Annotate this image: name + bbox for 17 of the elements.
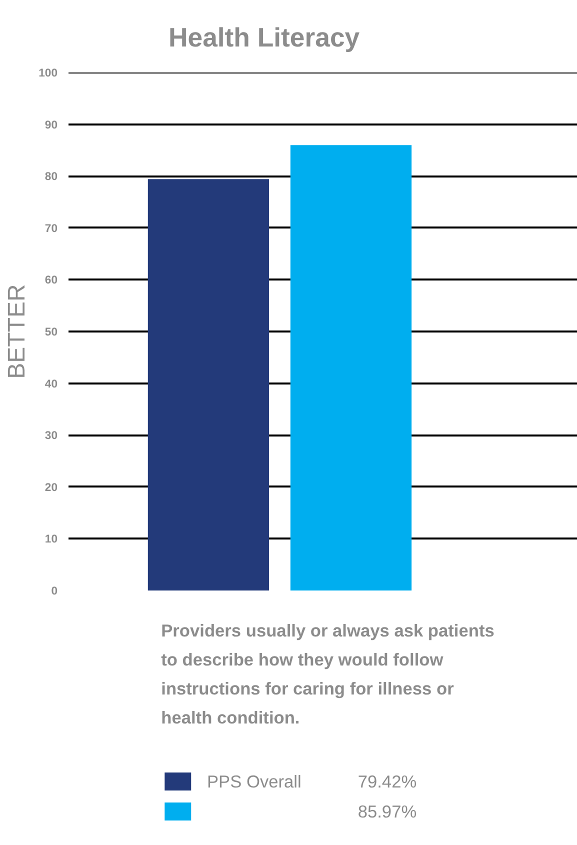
y-tick-label: 30 bbox=[44, 430, 58, 442]
y-tick-label: 0 bbox=[51, 586, 58, 598]
y-tick-label: 20 bbox=[44, 482, 58, 494]
text: 79.42% bbox=[358, 772, 417, 792]
y-tick-label: 90 bbox=[44, 119, 58, 132]
legend-label: PPS Overall bbox=[206, 772, 302, 792]
y-tick-label: 70 bbox=[44, 222, 58, 235]
text: 85.97% bbox=[358, 802, 417, 822]
chart-title: Health Literacy bbox=[168, 22, 360, 52]
y-tick-label: 50 bbox=[44, 326, 58, 338]
text: Providers usually or always ask patients to describe how they would follow instructions for caring for illness or health condition. bbox=[161, 620, 494, 728]
y-tick-label: 40 bbox=[44, 378, 58, 390]
y-tick-label: 10 bbox=[44, 534, 58, 546]
y-tick-label: 60 bbox=[44, 274, 58, 287]
y-tick-label: 100 bbox=[38, 68, 58, 80]
y-tick-label: 80 bbox=[44, 171, 58, 184]
y-axis-title: BETTER bbox=[4, 284, 31, 379]
